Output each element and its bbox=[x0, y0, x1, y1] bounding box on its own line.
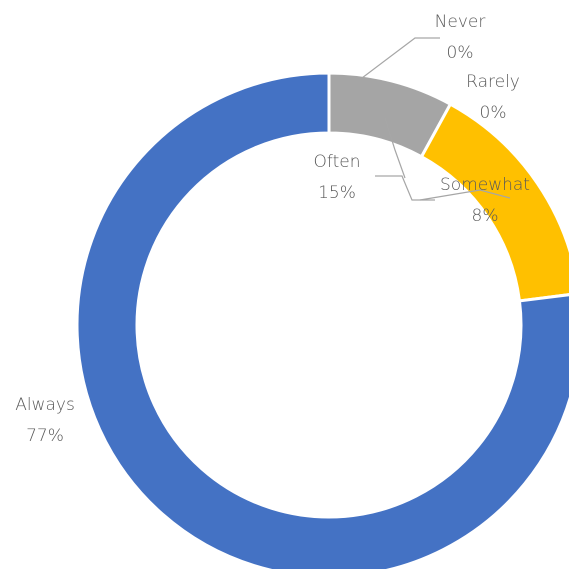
category-label: Somewhat bbox=[440, 175, 530, 195]
value-label: 15% bbox=[318, 183, 356, 203]
leader-line bbox=[361, 37, 440, 79]
slices bbox=[75, 71, 569, 569]
value-label: 0% bbox=[447, 43, 474, 63]
value-label: 0% bbox=[480, 103, 507, 123]
leader-line bbox=[375, 175, 435, 201]
slice bbox=[419, 102, 569, 303]
slice bbox=[75, 71, 569, 569]
category-label: Always bbox=[15, 395, 75, 415]
value-label: 8% bbox=[472, 206, 499, 226]
leader-line bbox=[419, 189, 511, 201]
leader-line bbox=[384, 117, 406, 179]
category-label: Rarely bbox=[466, 72, 520, 92]
category-label: Never bbox=[435, 12, 486, 32]
category-label: Often bbox=[314, 152, 361, 172]
value-label: 77% bbox=[26, 426, 64, 446]
